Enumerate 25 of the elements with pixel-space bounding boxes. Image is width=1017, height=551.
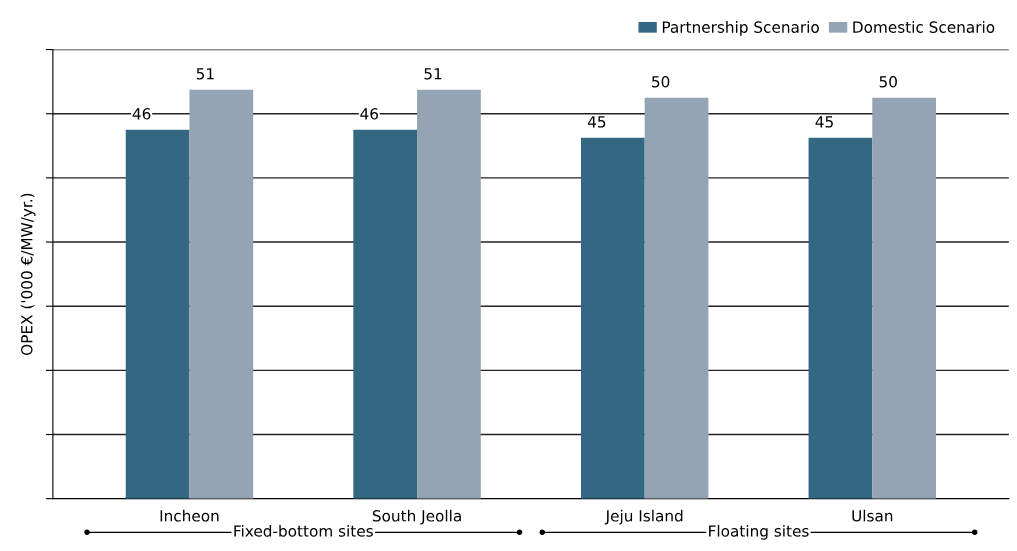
bar [580, 137, 645, 499]
bar [644, 97, 709, 499]
x-tick-label: Ulsan [852, 509, 893, 522]
bar [353, 129, 418, 499]
data-label: 51 [196, 68, 214, 80]
y-axis-title: OPEX ('000 €/MW/yr.) [20, 193, 36, 355]
bar [189, 89, 254, 499]
text: Fixed-bottom sites [234, 524, 373, 537]
x-tick-label: Incheon [160, 509, 219, 522]
legend-label: Partnership Scenario [662, 21, 819, 36]
bar [125, 129, 190, 499]
x-tick-label: South Jeolla [372, 509, 461, 525]
data-label: 46 [132, 108, 151, 120]
legend-label: Domestic Scenario [853, 21, 995, 33]
data-label: 45 [815, 116, 833, 128]
bar [417, 89, 481, 499]
data-label: 51 [424, 68, 442, 80]
text: Floating sites [709, 524, 809, 540]
data-label: 46 [360, 108, 379, 120]
data-label: 50 [879, 75, 897, 88]
data-label: 50 [652, 75, 670, 88]
x-tick-label: Jeju Island [604, 509, 683, 525]
data-label: 45 [587, 116, 606, 128]
bar [872, 97, 937, 499]
bar [808, 137, 873, 499]
